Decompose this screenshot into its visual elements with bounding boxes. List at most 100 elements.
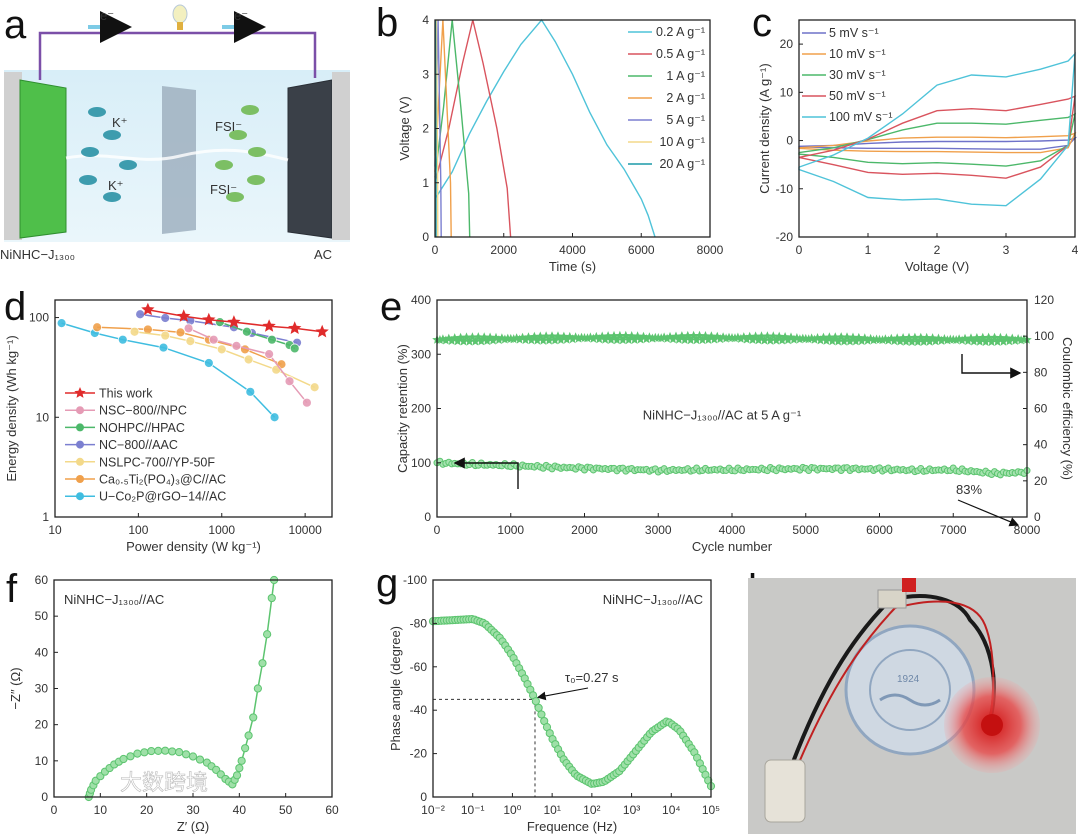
data-point <box>249 713 258 722</box>
data-point <box>231 340 242 351</box>
x-tick-label-e: 3000 <box>645 523 672 537</box>
star-marker <box>629 334 640 344</box>
star-marker <box>904 332 914 342</box>
star-marker <box>585 332 596 342</box>
star-marker <box>862 335 873 345</box>
panel-label-e: e <box>380 285 402 329</box>
star-marker <box>777 335 787 345</box>
star-marker <box>1004 336 1015 346</box>
left-axis-arrow <box>453 457 519 489</box>
y-tick-label-c: 0 <box>786 134 793 148</box>
x-tick-label-e: 6000 <box>866 523 893 537</box>
watermark: 大数跨境 <box>120 770 208 795</box>
star-marker <box>827 336 838 346</box>
data-point <box>203 358 214 368</box>
star-marker <box>765 335 776 345</box>
star-marker <box>880 334 891 344</box>
star-marker <box>438 334 448 344</box>
star-marker <box>789 334 799 344</box>
x-tick-label-c: 4 <box>1072 243 1079 257</box>
y-tick-label-e: 400 <box>411 293 431 307</box>
panel-label-a: a <box>4 3 27 47</box>
x-axis-title-c: Voltage (V) <box>905 259 969 274</box>
star-marker <box>447 335 457 345</box>
data-point <box>185 336 196 347</box>
star-marker <box>612 335 622 345</box>
retention-label: 83% <box>956 482 982 497</box>
legend-label: 10 mV s⁻¹ <box>829 47 886 61</box>
y-tick-label-g: 0 <box>420 790 427 804</box>
legend-label: 2 A g⁻¹ <box>666 91 705 105</box>
star-marker <box>868 335 879 345</box>
lightbulb-icon <box>172 4 188 30</box>
y-tick-label-c: 10 <box>780 85 794 99</box>
star-marker <box>1010 335 1020 345</box>
x-axis-title-e: Cycle number <box>692 539 773 554</box>
x-tick-label-c: 2 <box>934 243 941 257</box>
y-tick-label-f: 0 <box>41 790 48 804</box>
data-point <box>245 386 256 397</box>
star-marker <box>567 334 578 344</box>
star-marker <box>177 309 191 322</box>
star-marker <box>594 334 604 344</box>
x-tick-label-d: 10000 <box>288 523 322 537</box>
fsi-ions <box>215 105 266 202</box>
star-marker <box>933 333 944 343</box>
star-marker <box>780 332 790 341</box>
university-seal: 1924 <box>844 624 976 756</box>
right-current-collector <box>332 72 350 240</box>
star-marker <box>747 334 758 344</box>
y-tick-label-b: 1 <box>422 176 429 190</box>
star-marker <box>591 331 602 341</box>
x-tick-label-b: 2000 <box>490 243 517 257</box>
star-marker <box>768 331 779 341</box>
star-marker <box>262 319 276 332</box>
x-tick-label-g: 10³ <box>623 803 640 817</box>
star-marker <box>562 334 572 344</box>
star-marker <box>514 334 525 344</box>
x-tick-label-f: 0 <box>51 803 58 817</box>
y-tick-label-f: 60 <box>35 573 49 587</box>
chart-b-gcd: 0 2000 4000 6000 8000 0 1 2 3 4 Time (s) Voltage (V… <box>397 13 724 274</box>
star-marker <box>771 335 781 345</box>
legend-label: 0.5 A g⁻¹ <box>656 47 705 61</box>
x-tick-label-e: 0 <box>434 523 441 537</box>
data-point <box>183 323 194 334</box>
star-marker <box>606 334 616 344</box>
data-point <box>214 317 225 328</box>
chart-f-nyquist: 0 10 20 30 40 50 60 0 10 20 30 40 50 60 Z′ (Ω) −Z″ (Ω) N… <box>8 573 339 834</box>
x-tick-label-f: 10 <box>94 803 108 817</box>
y-tick-label-c: 20 <box>780 37 794 51</box>
data-point <box>235 763 244 773</box>
y-tick-label-g: -80 <box>410 616 428 630</box>
star-marker <box>600 334 610 344</box>
x-axis-title-f: Z′ (Ω) <box>177 819 209 834</box>
data-point <box>140 748 149 757</box>
star-marker <box>656 333 666 343</box>
star-marker <box>141 302 155 316</box>
star-marker <box>733 332 743 342</box>
legend-label: 5 A g⁻¹ <box>666 113 705 127</box>
chart-annotation: NiNHC−J₁₃₀₀//AC at 5 A g⁻¹ <box>643 407 802 422</box>
star-marker <box>488 335 498 345</box>
x-tick-label-d: 10 <box>48 523 62 537</box>
star-marker <box>473 332 484 342</box>
star-marker <box>467 332 478 342</box>
right-electrode-label: AC <box>314 247 332 262</box>
data-point <box>289 343 300 354</box>
star-marker <box>986 336 997 346</box>
star-marker <box>930 336 941 346</box>
star-marker <box>485 332 495 342</box>
x-tick-label-d: 100 <box>128 523 148 537</box>
legend-label: NOHPC//HPAC <box>99 421 185 435</box>
data-point <box>253 684 262 693</box>
tau-arrow <box>536 687 589 701</box>
panel-label-c: c <box>752 1 772 45</box>
star-marker <box>709 334 720 344</box>
red-connector <box>902 578 916 592</box>
y-tick-label-b: 2 <box>422 122 429 136</box>
star-marker <box>895 336 905 346</box>
k-ion-label-1: K⁺ <box>112 115 128 130</box>
legend-label: 30 mV s⁻¹ <box>829 68 886 82</box>
star-marker <box>969 336 979 346</box>
